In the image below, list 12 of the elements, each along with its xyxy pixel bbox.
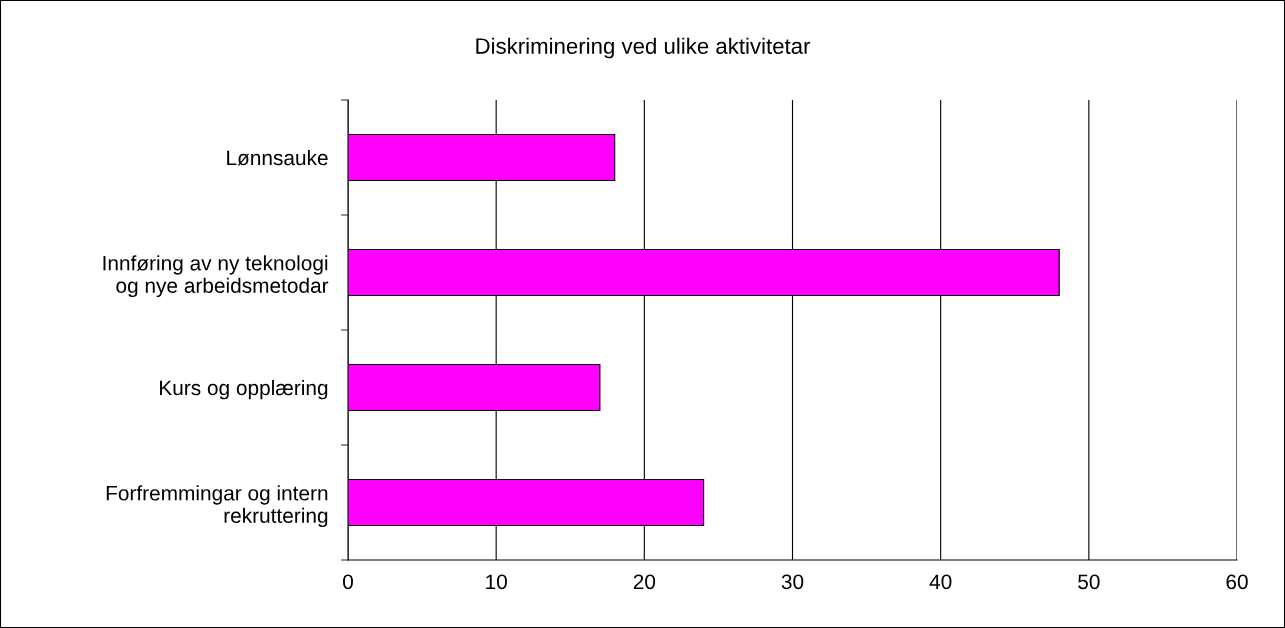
x-tick-label: 30 — [781, 574, 804, 590]
y-tick-label: Lønnsauke — [227, 149, 328, 166]
x-tick-label: 0 — [343, 574, 353, 590]
chart-title: Diskriminering ved ulike aktivitetar — [476, 37, 811, 59]
x-tick-label: 40 — [929, 574, 952, 590]
y-tick-label: Forfremmingar og intern rekruttering — [106, 485, 328, 528]
x-tick-label: 50 — [1078, 574, 1100, 590]
x-tick-label: 60 — [1226, 574, 1248, 590]
x-tick-label: 20 — [633, 574, 656, 590]
x-tick-label: 10 — [486, 574, 507, 590]
y-tick-label: Kurs og opplæring — [160, 379, 328, 400]
y-tick-label: Innføring av ny teknologi og nye arbeidsmetodar — [103, 255, 329, 298]
